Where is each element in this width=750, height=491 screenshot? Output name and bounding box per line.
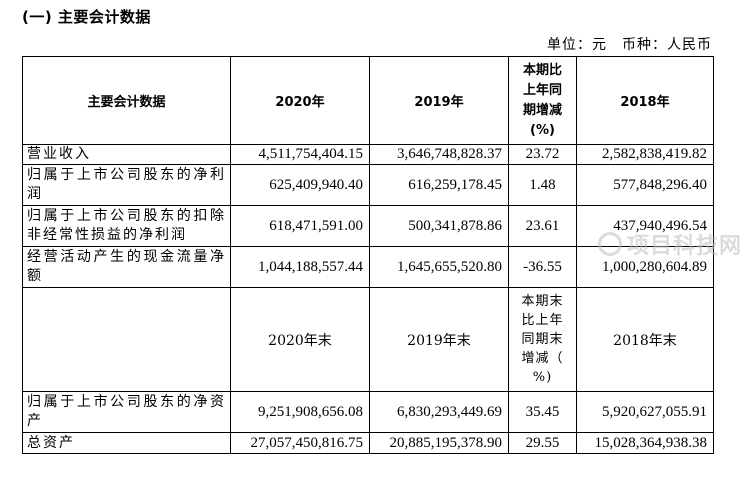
header-2020: 2020年 <box>230 56 370 145</box>
header-2018: 2018年 <box>576 56 714 145</box>
cell-change: 1.48 <box>508 164 577 206</box>
table-subheader-row: 2020年末 2019年末 本期末 比上年 同期末 增减（ %) 2018年末 <box>22 287 714 392</box>
cell-change: 23.61 <box>508 205 577 247</box>
subheader-change-line: 比上年 <box>521 313 564 328</box>
subheader-change-line: 增减（ <box>521 351 564 366</box>
header-item: 主要会计数据 <box>22 56 231 145</box>
row-label: 经营活动产生的现金流量净额 <box>22 246 231 288</box>
cell-change: 23.72 <box>508 144 577 165</box>
subheader-change-line: 本期末 <box>521 294 564 309</box>
cell-2020: 618,471,591.00 <box>230 205 370 247</box>
table-header-row: 主要会计数据 2020年 2019年 本期比 上年同 期增减 (%) 2018年 <box>22 56 714 145</box>
cell-2018: 437,940,496.54 <box>576 205 714 247</box>
cell-2020: 1,044,188,557.44 <box>230 246 370 288</box>
header-change-line: 期增减 <box>522 102 562 118</box>
cell-2019: 1,645,655,520.80 <box>369 246 509 288</box>
cell-change: 29.55 <box>508 432 577 454</box>
cell-2018: 2,582,838,419.82 <box>576 144 714 165</box>
cell-change: -36.55 <box>508 246 577 288</box>
unit-currency-line: 单位：元 币种：人民币 <box>547 37 712 53</box>
table-row: 归属于上市公司股东的扣除非经常性损益的净利润 618,471,591.00 50… <box>22 205 714 247</box>
table-row: 总资产 27,057,450,816.75 20,885,195,378.90 … <box>22 432 714 454</box>
cell-2018: 577,848,296.40 <box>576 164 714 206</box>
subheader-2020: 2020年末 <box>230 287 370 392</box>
row-label: 归属于上市公司股东的净利润 <box>22 164 231 206</box>
table-row: 归属于上市公司股东的净资产 9,251,908,656.08 6,830,293… <box>22 391 714 433</box>
accounting-data-table: 主要会计数据 2020年 2019年 本期比 上年同 期增减 (%) 2018年… <box>22 56 714 454</box>
cell-2018: 15,028,364,938.38 <box>576 432 714 454</box>
row-label: 总资产 <box>22 432 231 454</box>
cell-2019: 500,341,878.86 <box>369 205 509 247</box>
cell-change: 35.45 <box>508 391 577 433</box>
header-2019: 2019年 <box>369 56 509 145</box>
table-row: 经营活动产生的现金流量净额 1,044,188,557.44 1,645,655… <box>22 246 714 288</box>
table-row: 归属于上市公司股东的净利润 625,409,940.40 616,259,178… <box>22 164 714 206</box>
table-row: 营业收入 4,511,754,404.15 3,646,748,828.37 2… <box>22 144 714 165</box>
cell-2020: 27,057,450,816.75 <box>230 432 370 454</box>
header-change-line: 本期比 <box>522 62 562 78</box>
cell-2020: 9,251,908,656.08 <box>230 391 370 433</box>
row-label: 归属于上市公司股东的扣除非经常性损益的净利润 <box>22 205 231 247</box>
row-label: 营业收入 <box>22 144 231 165</box>
cell-2018: 5,920,627,055.91 <box>576 391 714 433</box>
cell-2018: 1,000,280,604.89 <box>576 246 714 288</box>
subheader-2018: 2018年末 <box>576 287 714 392</box>
subheader-change: 本期末 比上年 同期末 增减（ %) <box>508 287 577 392</box>
cell-2020: 625,409,940.40 <box>230 164 370 206</box>
subheader-blank <box>22 287 231 392</box>
cell-2019: 3,646,748,828.37 <box>369 144 509 165</box>
subheader-change-line: %) <box>532 370 553 385</box>
row-label: 归属于上市公司股东的净资产 <box>22 391 231 433</box>
subheader-2019: 2019年末 <box>369 287 509 392</box>
cell-2019: 616,259,178.45 <box>369 164 509 206</box>
header-change-line: 上年同 <box>522 82 562 98</box>
section-title: (一) 主要会计数据 <box>22 8 151 26</box>
cell-2019: 6,830,293,449.69 <box>369 391 509 433</box>
header-change-line: (%) <box>530 122 555 138</box>
header-change: 本期比 上年同 期增减 (%) <box>508 56 577 145</box>
cell-2020: 4,511,754,404.15 <box>230 144 370 165</box>
cell-2019: 20,885,195,378.90 <box>369 432 509 454</box>
subheader-change-line: 同期末 <box>521 332 564 347</box>
